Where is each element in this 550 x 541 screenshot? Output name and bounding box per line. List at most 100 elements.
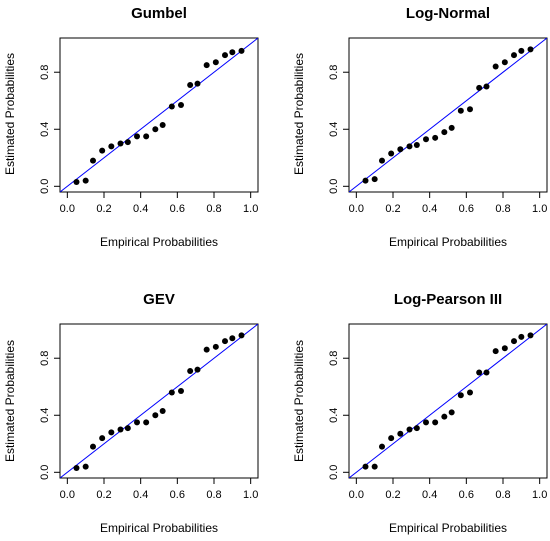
data-point — [476, 84, 483, 91]
y-tick-label: 0.0 — [39, 465, 51, 480]
data-point — [159, 407, 166, 414]
data-point — [203, 62, 210, 69]
data-point — [212, 343, 219, 350]
data-point — [492, 348, 499, 355]
x-tick-label: 0.6 — [170, 203, 185, 215]
data-point — [432, 419, 439, 426]
data-point — [492, 63, 499, 70]
data-point — [117, 140, 124, 147]
panel-title: GEV — [143, 291, 175, 308]
panel-title: Log-Normal — [406, 5, 490, 22]
x-tick-label: 0.4 — [422, 489, 437, 501]
data-point — [90, 157, 96, 164]
reference-line — [349, 38, 547, 192]
plot-frame — [59, 37, 259, 193]
data-point — [397, 430, 404, 437]
x-tick-label: 0.2 — [385, 203, 400, 215]
x-tick-label: 0.2 — [385, 489, 400, 501]
data-point — [73, 179, 80, 186]
data-point — [82, 463, 89, 470]
x-tick-label: 0.8 — [495, 489, 510, 501]
data-point — [527, 46, 534, 53]
panel-gumbel: Gumbel Empirical Probabilities Estimated… — [3, 5, 259, 249]
data-point — [238, 47, 245, 54]
data-point — [397, 146, 404, 153]
data-point — [222, 52, 228, 59]
x-tick-label: 0.0 — [349, 203, 364, 215]
data-point — [99, 147, 106, 154]
data-point — [457, 107, 464, 114]
data-point — [371, 463, 378, 470]
y-tick-label: 0.8 — [328, 351, 340, 366]
y-tick-label: 0.0 — [39, 179, 51, 194]
data-point — [371, 176, 378, 183]
data-point — [448, 409, 455, 416]
data-point — [406, 143, 413, 150]
y-tick-label: 0.8 — [39, 351, 51, 366]
y-axis-label: Estimated Probabilities — [292, 340, 306, 462]
data-point — [117, 426, 124, 433]
reference-line — [60, 324, 258, 478]
x-tick-label: 1.0 — [243, 203, 258, 215]
y-tick-label: 0.4 — [39, 408, 51, 423]
data-point — [143, 133, 150, 140]
x-tick-label: 1.0 — [532, 203, 547, 215]
data-point — [124, 139, 131, 146]
plot-frame — [348, 37, 548, 193]
data-point — [73, 465, 80, 472]
data-point — [518, 333, 525, 340]
x-axis-label: Empirical Probabilities — [389, 521, 507, 535]
data-point — [108, 429, 115, 436]
x-tick-label: 0.0 — [349, 489, 364, 501]
x-tick-label: 0.4 — [133, 489, 148, 501]
panel-title: Gumbel — [131, 5, 187, 22]
plot-frame — [59, 323, 259, 479]
data-point — [152, 412, 159, 419]
plot-frame — [348, 323, 548, 479]
panel-log-pearson-iii: Log-Pearson III Empirical Probabilities … — [292, 291, 548, 535]
x-tick-label: 1.0 — [532, 489, 547, 501]
x-tick-label: 0.0 — [60, 489, 75, 501]
data-point — [518, 47, 525, 54]
data-point — [82, 177, 89, 184]
x-tick-label: 0.6 — [170, 489, 185, 501]
data-point — [134, 419, 140, 426]
y-tick-label: 0.4 — [328, 122, 340, 137]
x-axis-label: Empirical Probabilities — [100, 521, 218, 535]
data-point — [483, 83, 490, 90]
data-point — [362, 463, 369, 470]
reference-line — [349, 324, 547, 478]
y-tick-label: 0.4 — [39, 122, 51, 137]
y-tick-label: 0.4 — [328, 408, 340, 423]
data-point — [229, 49, 236, 56]
x-tick-label: 1.0 — [243, 489, 258, 501]
data-point — [441, 129, 448, 136]
data-point — [413, 141, 420, 148]
data-point — [467, 389, 473, 396]
data-point — [187, 82, 194, 89]
data-point — [134, 133, 140, 140]
data-point — [229, 335, 236, 342]
y-axis-label: Estimated Probabilities — [292, 53, 306, 175]
x-tick-label: 0.8 — [495, 203, 510, 215]
data-point — [511, 338, 517, 345]
x-tick-label: 0.8 — [206, 489, 221, 501]
data-point — [194, 366, 201, 373]
data-point — [527, 332, 534, 339]
data-point — [178, 102, 184, 109]
panel-log-normal: Log-Normal Empirical Probabilities Estim… — [292, 5, 548, 249]
y-axis-label: Estimated Probabilities — [3, 53, 17, 175]
data-point — [99, 435, 106, 442]
data-point — [501, 59, 508, 66]
data-point — [432, 134, 439, 141]
data-point — [124, 425, 131, 432]
x-tick-label: 0.4 — [133, 203, 148, 215]
x-tick-label: 0.8 — [206, 203, 221, 215]
panel-gev: GEV Empirical Probabilities Estimated Pr… — [3, 291, 259, 535]
data-point — [476, 369, 483, 376]
data-point — [406, 426, 413, 433]
data-point — [448, 124, 455, 131]
data-point — [413, 425, 420, 432]
y-tick-label: 0.0 — [328, 465, 340, 480]
